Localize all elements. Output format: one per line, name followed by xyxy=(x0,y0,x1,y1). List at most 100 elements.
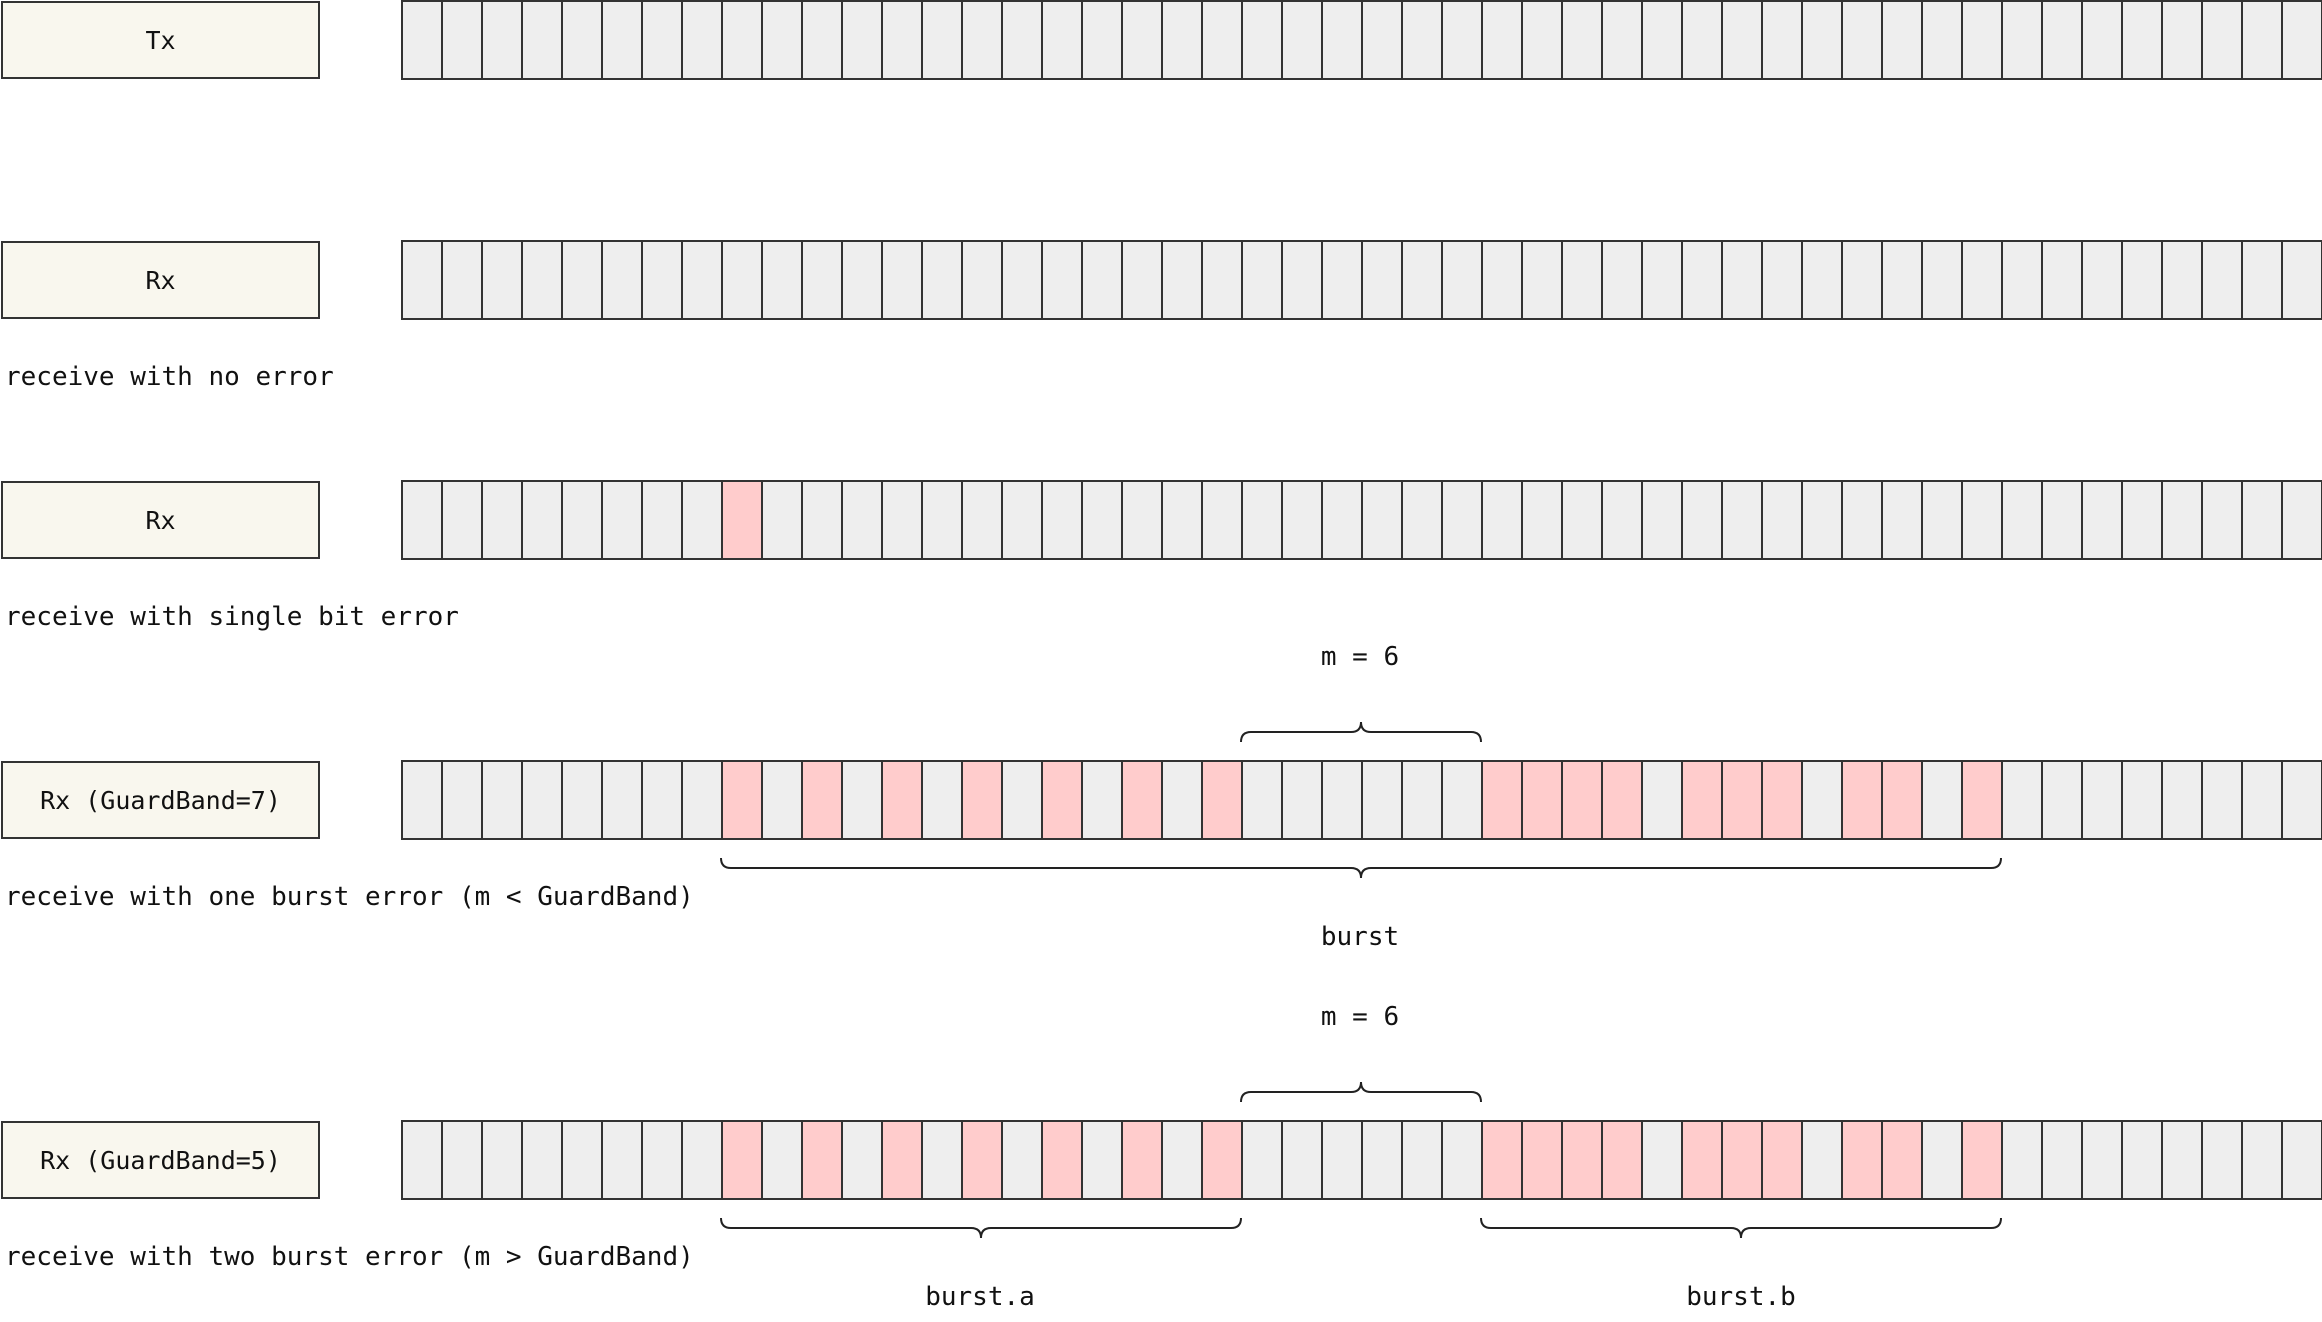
brace-below xyxy=(720,1217,1242,1239)
bit-cell xyxy=(1721,0,1763,80)
bit-cell xyxy=(841,760,883,840)
bit-cell xyxy=(1241,240,1283,320)
bit-cell xyxy=(2161,760,2203,840)
bit-cell xyxy=(2241,1120,2283,1200)
bit-cell xyxy=(1081,480,1123,560)
bit-cell-error xyxy=(801,760,843,840)
bit-cell xyxy=(441,1120,483,1200)
bit-cell xyxy=(1601,480,1643,560)
bit-cell xyxy=(1761,0,1803,80)
bit-cell xyxy=(2121,1120,2163,1200)
bit-cell xyxy=(1641,1120,1683,1200)
bit-cell xyxy=(1801,240,1843,320)
bit-cell xyxy=(1361,240,1403,320)
bit-cell-error xyxy=(1881,1120,1923,1200)
bit-cell xyxy=(1241,480,1283,560)
bit-cell xyxy=(1521,480,1563,560)
bit-cell-error xyxy=(721,760,763,840)
bit-cell xyxy=(1641,240,1683,320)
bit-cell xyxy=(761,1120,803,1200)
bit-cell xyxy=(841,480,883,560)
bit-cell xyxy=(1761,480,1803,560)
bit-cell xyxy=(1041,0,1083,80)
bit-cell xyxy=(1281,0,1323,80)
bit-strip-rx-guardband5 xyxy=(401,1120,2322,1200)
bit-cell xyxy=(761,240,803,320)
bit-cell xyxy=(2001,480,2043,560)
bit-cell xyxy=(2201,0,2243,80)
bit-cell xyxy=(1641,760,1683,840)
bit-cell xyxy=(841,0,883,80)
bit-cell-error xyxy=(1881,760,1923,840)
bit-cell xyxy=(481,1120,523,1200)
bit-cell xyxy=(1601,240,1643,320)
bit-cell xyxy=(681,480,723,560)
bit-cell xyxy=(1401,0,1443,80)
bit-cell xyxy=(2001,240,2043,320)
caption-two-burst-error: receive with two burst error (m > GuardB… xyxy=(5,1242,694,1272)
bit-cell xyxy=(1841,240,1883,320)
bit-cell xyxy=(2241,240,2283,320)
bit-cell xyxy=(1641,0,1683,80)
bit-cell xyxy=(881,0,923,80)
bit-cell-error xyxy=(881,1120,923,1200)
bit-cell xyxy=(761,0,803,80)
bit-cell xyxy=(1841,480,1883,560)
bit-cell xyxy=(601,240,643,320)
bit-cell xyxy=(2241,0,2283,80)
bit-cell xyxy=(2081,480,2123,560)
bit-cell xyxy=(1481,0,1523,80)
bit-cell xyxy=(2001,760,2043,840)
bit-cell xyxy=(1601,0,1643,80)
bit-cell xyxy=(1441,760,1483,840)
bit-cell-error xyxy=(1841,1120,1883,1200)
bit-cell xyxy=(801,480,843,560)
caption-one-burst-error: receive with one burst error (m < GuardB… xyxy=(5,882,694,912)
bit-cell-error xyxy=(801,1120,843,1200)
bit-cell xyxy=(481,240,523,320)
bit-cell xyxy=(1001,480,1043,560)
bit-cell xyxy=(2201,760,2243,840)
bit-cell xyxy=(2041,0,2083,80)
bit-cell xyxy=(521,760,563,840)
bit-cell xyxy=(2081,1120,2123,1200)
bit-cell xyxy=(401,480,443,560)
bit-cell xyxy=(1681,240,1723,320)
bit-cell xyxy=(1401,480,1443,560)
bit-cell xyxy=(2161,480,2203,560)
caption-no-error: receive with no error xyxy=(5,362,334,392)
bit-cell xyxy=(1081,760,1123,840)
brace-label-burst: burst xyxy=(1320,922,1400,952)
bit-cell xyxy=(961,240,1003,320)
bit-cell xyxy=(601,480,643,560)
bit-cell-error xyxy=(1521,760,1563,840)
bit-cell-error xyxy=(1601,760,1643,840)
bit-cell xyxy=(1121,480,1163,560)
bit-cell xyxy=(1961,480,2003,560)
bit-cell xyxy=(2281,1120,2322,1200)
bit-cell xyxy=(2081,760,2123,840)
bit-cell xyxy=(1441,1120,1483,1200)
bit-cell xyxy=(481,760,523,840)
bit-cell xyxy=(2121,0,2163,80)
bit-cell xyxy=(1721,480,1763,560)
bit-cell xyxy=(601,0,643,80)
brace-label-m-guardband5: m = 6 xyxy=(1320,1002,1400,1032)
bit-cell xyxy=(561,480,603,560)
bit-cell-error xyxy=(1841,760,1883,840)
bit-cell xyxy=(1361,0,1403,80)
bit-cell xyxy=(2001,1120,2043,1200)
brace-below xyxy=(720,857,2002,879)
bit-cell xyxy=(1241,760,1283,840)
bit-cell xyxy=(961,0,1003,80)
bit-cell xyxy=(1001,0,1043,80)
bit-cell xyxy=(561,0,603,80)
bit-cell xyxy=(1441,0,1483,80)
bit-cell xyxy=(1881,0,1923,80)
bit-cell xyxy=(2241,760,2283,840)
brace-above xyxy=(1240,721,1482,743)
bit-cell xyxy=(681,1120,723,1200)
bit-cell xyxy=(2041,480,2083,560)
bit-strip-rx-guardband7 xyxy=(401,760,2322,840)
bit-cell xyxy=(1401,240,1443,320)
